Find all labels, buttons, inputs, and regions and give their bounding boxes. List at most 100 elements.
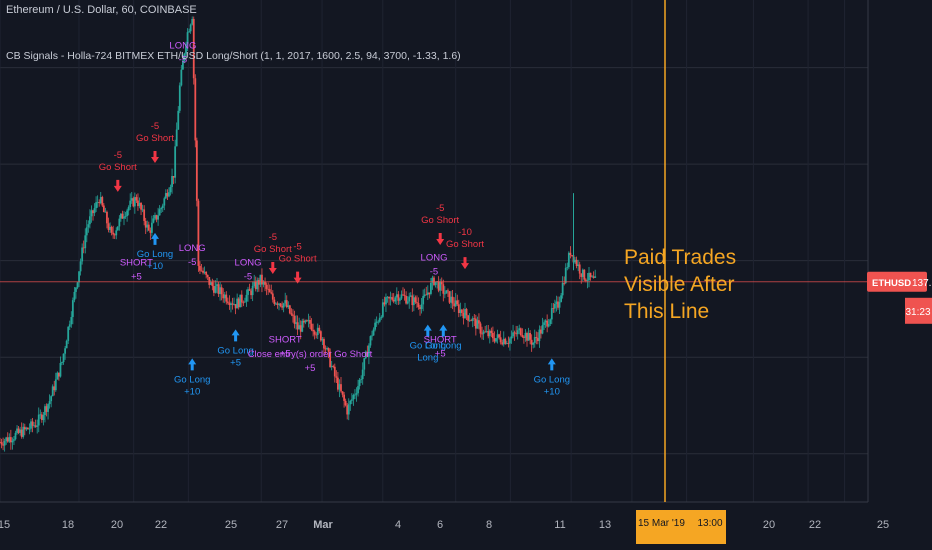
candle-body bbox=[99, 197, 102, 204]
candle-body bbox=[211, 282, 214, 287]
candle-body bbox=[369, 336, 372, 346]
candle-body bbox=[84, 235, 87, 249]
candle-body bbox=[437, 281, 440, 291]
candle-body bbox=[315, 334, 318, 336]
exit-signal-value: -5 bbox=[179, 54, 187, 65]
candle-body bbox=[543, 322, 545, 326]
candle-body bbox=[25, 427, 28, 430]
candle-body bbox=[53, 386, 56, 391]
price-tag-symbol: ETHUSD bbox=[872, 278, 911, 289]
candle-body bbox=[585, 279, 587, 281]
candle-body bbox=[319, 331, 322, 341]
candle-body bbox=[197, 200, 200, 266]
candle-body bbox=[405, 295, 407, 304]
candle-body bbox=[106, 211, 108, 224]
candle-body bbox=[594, 276, 597, 278]
long-signal-label: Go Long bbox=[410, 341, 446, 352]
candle-body bbox=[127, 207, 130, 211]
candle-body bbox=[223, 294, 226, 299]
candle-body bbox=[118, 218, 121, 227]
candle-body bbox=[451, 296, 454, 304]
short-signal-arrow bbox=[113, 179, 122, 192]
candle-body bbox=[402, 294, 404, 296]
candle-body bbox=[237, 298, 240, 308]
candle-body bbox=[481, 333, 483, 335]
candle-body bbox=[321, 339, 324, 341]
candle-body bbox=[338, 384, 341, 390]
short-signal-value: -5 bbox=[269, 232, 277, 243]
candle-body bbox=[183, 53, 186, 61]
candle-body bbox=[8, 437, 11, 442]
candle-body bbox=[50, 396, 53, 402]
candle-body bbox=[27, 427, 29, 430]
candle-body bbox=[23, 426, 26, 430]
candle-body bbox=[154, 215, 156, 219]
symbol-title: Ethereum / U.S. Dollar, 60, COINBASE bbox=[6, 4, 197, 16]
strategy-legend[interactable]: CB Signals - Holla-724 BITMEX ETH/USD Lo… bbox=[6, 50, 461, 62]
candle-body bbox=[371, 335, 373, 337]
long-signal-value: +10 bbox=[184, 386, 200, 397]
candle-body bbox=[51, 386, 54, 397]
short-signal-label: Go Short bbox=[136, 133, 174, 144]
candle-body bbox=[129, 200, 132, 208]
candle-body bbox=[417, 303, 420, 308]
candle-body bbox=[149, 230, 152, 233]
candle-body bbox=[567, 252, 570, 268]
candle-body bbox=[61, 362, 63, 364]
long-signal-label: Go Long bbox=[137, 249, 173, 260]
candle-body bbox=[242, 302, 245, 304]
short-signal-value: -5 bbox=[293, 242, 301, 253]
candle-body bbox=[236, 298, 239, 309]
candle-body bbox=[115, 230, 118, 236]
short-signal-label: Go Short bbox=[254, 244, 292, 255]
candle-body bbox=[354, 394, 356, 396]
price-tag bbox=[867, 271, 927, 292]
candle-body bbox=[549, 319, 552, 324]
candle-body bbox=[284, 300, 287, 304]
candle-body bbox=[316, 327, 319, 336]
candle-body bbox=[532, 342, 535, 345]
candle-body bbox=[58, 372, 60, 377]
candle-body bbox=[546, 320, 549, 327]
candle-body bbox=[380, 316, 383, 318]
candle-body bbox=[346, 405, 349, 415]
candle-body bbox=[157, 215, 159, 220]
candle-body bbox=[304, 320, 307, 323]
candle-body bbox=[586, 280, 589, 282]
candle-body bbox=[428, 292, 431, 294]
candle-body bbox=[279, 303, 282, 307]
candle-body bbox=[171, 176, 173, 187]
candle-body bbox=[200, 270, 203, 272]
candle-body bbox=[474, 318, 477, 329]
candle-body bbox=[544, 320, 547, 323]
candle-body bbox=[425, 294, 428, 296]
long-signal-label: Go Long bbox=[425, 341, 461, 352]
exit-signal-value: +5 bbox=[131, 271, 142, 282]
candle-body bbox=[578, 264, 581, 274]
candle-body bbox=[296, 322, 299, 330]
candle-body bbox=[299, 325, 302, 332]
short-signal-label: Go Short bbox=[279, 254, 317, 265]
candle-body bbox=[530, 339, 533, 345]
candle-body bbox=[199, 265, 201, 271]
candle-body bbox=[48, 401, 51, 405]
candle-body bbox=[337, 377, 339, 390]
x-tick-label: 6 bbox=[437, 519, 443, 531]
long-signal-arrow bbox=[423, 324, 432, 337]
time-axis[interactable] bbox=[0, 502, 932, 550]
candle-body bbox=[214, 286, 217, 293]
time-highlight bbox=[694, 510, 726, 544]
short-signal-label: Go Short bbox=[421, 215, 459, 226]
candle-body bbox=[261, 274, 263, 285]
long-signal-label: Go Long bbox=[174, 374, 210, 385]
candle-body bbox=[426, 292, 429, 295]
candle-body bbox=[101, 197, 104, 206]
candle-body bbox=[195, 140, 198, 201]
candle-body bbox=[457, 304, 460, 314]
candle-body bbox=[516, 330, 519, 335]
candle-body bbox=[89, 216, 91, 225]
candle-body bbox=[461, 309, 463, 313]
x-tick-label: 13 bbox=[599, 519, 611, 531]
